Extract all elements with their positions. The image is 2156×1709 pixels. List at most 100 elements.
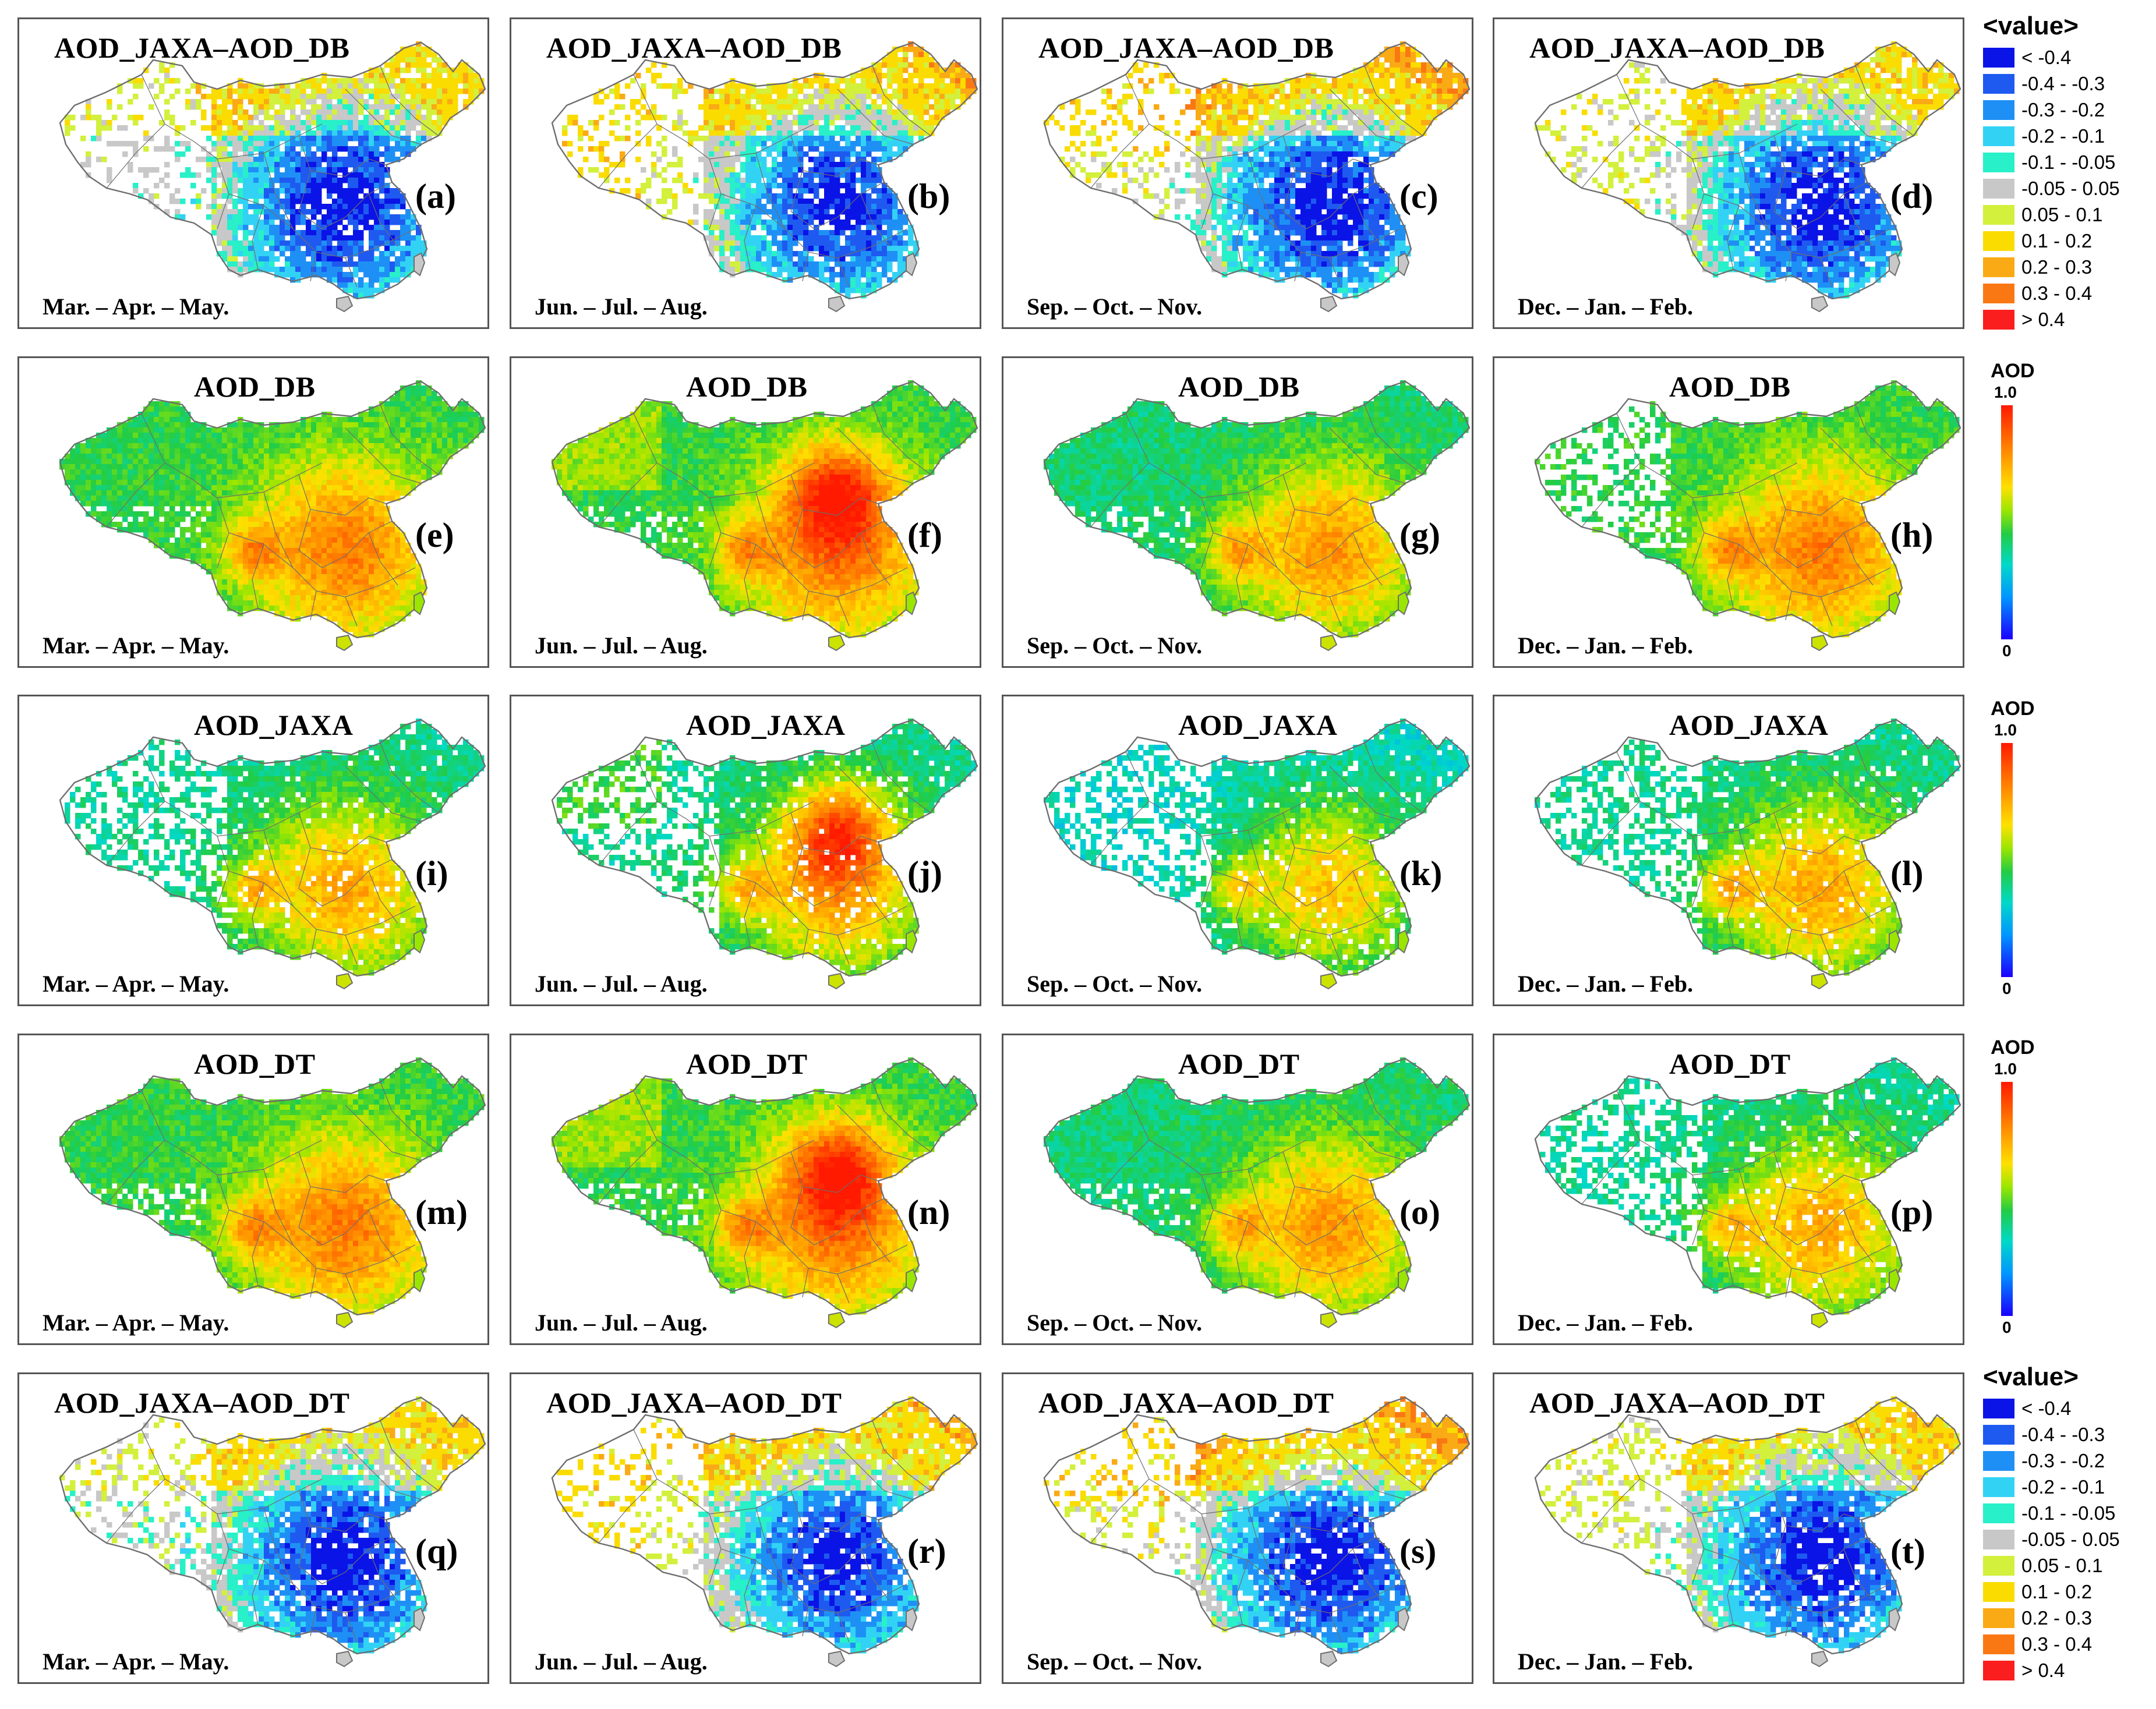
- colorbar-min-label: 0: [2002, 1318, 2012, 1337]
- province-border: [1236, 882, 1249, 947]
- map-panel: AOD_JAXA–AOD_DT (t) Dec. – Jan. – Feb.: [1493, 1372, 1964, 1684]
- province-border: [837, 427, 914, 484]
- province-border: [252, 1221, 264, 1286]
- map-panel: AOD_JAXA–AOD_DB (b) Jun. – Jul. – Aug.: [510, 17, 981, 329]
- legend-item: 0.1 - 0.2: [1983, 1579, 2120, 1605]
- legend-label: 0.3 - 0.4: [2021, 1633, 2092, 1655]
- taiwan-outline: [413, 1268, 426, 1293]
- province-border: [368, 193, 398, 247]
- province-border: [1352, 193, 1383, 247]
- province-border: [1090, 123, 1150, 189]
- province-border: [1855, 742, 1914, 813]
- province-border: [345, 1105, 422, 1161]
- map-raster: [1535, 719, 1960, 976]
- china-outline: [1043, 1396, 1471, 1655]
- panel-letter: (m): [415, 1193, 468, 1233]
- province-border: [1125, 1429, 1202, 1515]
- map-raster: [1535, 41, 1960, 299]
- map: [1043, 1396, 1471, 1668]
- aod-colorbar: AOD 1.0 0: [1991, 1036, 2060, 1339]
- province-border: [744, 882, 757, 947]
- province-border: [345, 1443, 422, 1500]
- province-border: [106, 1140, 165, 1205]
- panel-title: AOD_JAXA–AOD_DT: [546, 1386, 842, 1420]
- province-border: [1352, 1548, 1383, 1602]
- province-border: [790, 1490, 879, 1532]
- aod-colorbar: AOD 1.0 0: [1991, 360, 2060, 663]
- map-raster: [552, 1057, 977, 1315]
- province-border: [217, 1140, 323, 1176]
- province-border: [345, 427, 422, 484]
- province-border: [860, 1209, 890, 1263]
- province-border: [709, 462, 815, 498]
- legend-swatch: [1983, 73, 2014, 94]
- province-border: [790, 1186, 885, 1246]
- province-border: [1616, 751, 1693, 837]
- legend-swatch: [1983, 283, 2014, 303]
- china-outline: [59, 719, 486, 977]
- province-border: [1855, 1081, 1914, 1152]
- taiwan-outline: [1889, 591, 1901, 615]
- province-border: [1692, 123, 1798, 160]
- panel-title: AOD_DB: [1669, 370, 1791, 404]
- season-label: Dec. – Jan. – Feb.: [1518, 1648, 1693, 1675]
- map-panel: AOD_DT (o) Sep. – Oct. – Nov.: [1002, 1034, 1473, 1345]
- china-outline: [1534, 1057, 1961, 1316]
- legend-item: -0.05 - 0.05: [1983, 1526, 2120, 1552]
- province-border: [1282, 170, 1377, 229]
- map-raster: [1044, 1396, 1469, 1654]
- province-border: [860, 532, 890, 586]
- taiwan-outline: [1398, 929, 1410, 954]
- panel-title: AOD_DT: [1178, 1047, 1300, 1081]
- taiwan-outline: [1889, 1607, 1901, 1632]
- province-border: [1855, 1420, 1914, 1491]
- panel-letter: (s): [1399, 1531, 1436, 1572]
- panel-letter: (g): [1399, 515, 1440, 555]
- china-outline: [1043, 719, 1471, 977]
- map-panel: AOD_JAXA–AOD_DB (d) Dec. – Jan. – Feb.: [1493, 17, 1964, 329]
- panel-title: AOD_DT: [686, 1047, 808, 1081]
- legend-label: -0.05 - 0.05: [2021, 178, 2120, 200]
- province-border: [1773, 847, 1868, 907]
- province-border: [368, 1548, 398, 1602]
- province-border: [744, 205, 757, 270]
- panel-letter: (r): [907, 1531, 946, 1572]
- province-border: [1329, 89, 1406, 145]
- map: [59, 719, 486, 990]
- taiwan-outline: [1398, 1607, 1410, 1632]
- legend-label: 0.1 - 0.2: [2021, 1581, 2092, 1603]
- legend-item: -0.2 - -0.1: [1983, 1474, 2120, 1500]
- season-label: Sep. – Oct. – Nov.: [1027, 1309, 1202, 1336]
- china-outline: [59, 1396, 486, 1655]
- legend-label: 0.2 - 0.3: [2021, 256, 2092, 278]
- province-border: [1090, 1140, 1150, 1205]
- province-border: [837, 1443, 914, 1500]
- province-border: [345, 1612, 358, 1643]
- legend-swatch: [1983, 1608, 2014, 1628]
- legend-item: -0.3 - -0.2: [1983, 1448, 2120, 1474]
- taiwan-outline: [1398, 1268, 1410, 1293]
- season-label: Sep. – Oct. – Nov.: [1027, 293, 1202, 320]
- map: [551, 719, 978, 990]
- province-border: [598, 1140, 658, 1205]
- map: [1534, 380, 1961, 652]
- province-border: [872, 1420, 931, 1491]
- panel-letter: (t): [1890, 1531, 1925, 1572]
- province-border: [1329, 1273, 1342, 1304]
- legend-swatch: [1983, 231, 2014, 251]
- map-raster: [59, 380, 485, 638]
- province-border: [1282, 1490, 1371, 1532]
- province-border: [106, 462, 165, 528]
- map-raster: [562, 41, 977, 299]
- province-border: [790, 812, 879, 854]
- province-border: [1692, 1140, 1798, 1176]
- season-label: Dec. – Jan. – Feb.: [1518, 970, 1693, 997]
- china-outline: [59, 380, 486, 639]
- legend-label: -0.4 - -0.3: [2021, 73, 2105, 95]
- taiwan-outline: [413, 929, 426, 954]
- province-border: [860, 871, 890, 924]
- china-outline: [1534, 380, 1961, 639]
- province-border: [345, 935, 358, 965]
- province-border: [790, 1151, 879, 1193]
- season-label: Mar. – Apr. – May.: [43, 293, 229, 320]
